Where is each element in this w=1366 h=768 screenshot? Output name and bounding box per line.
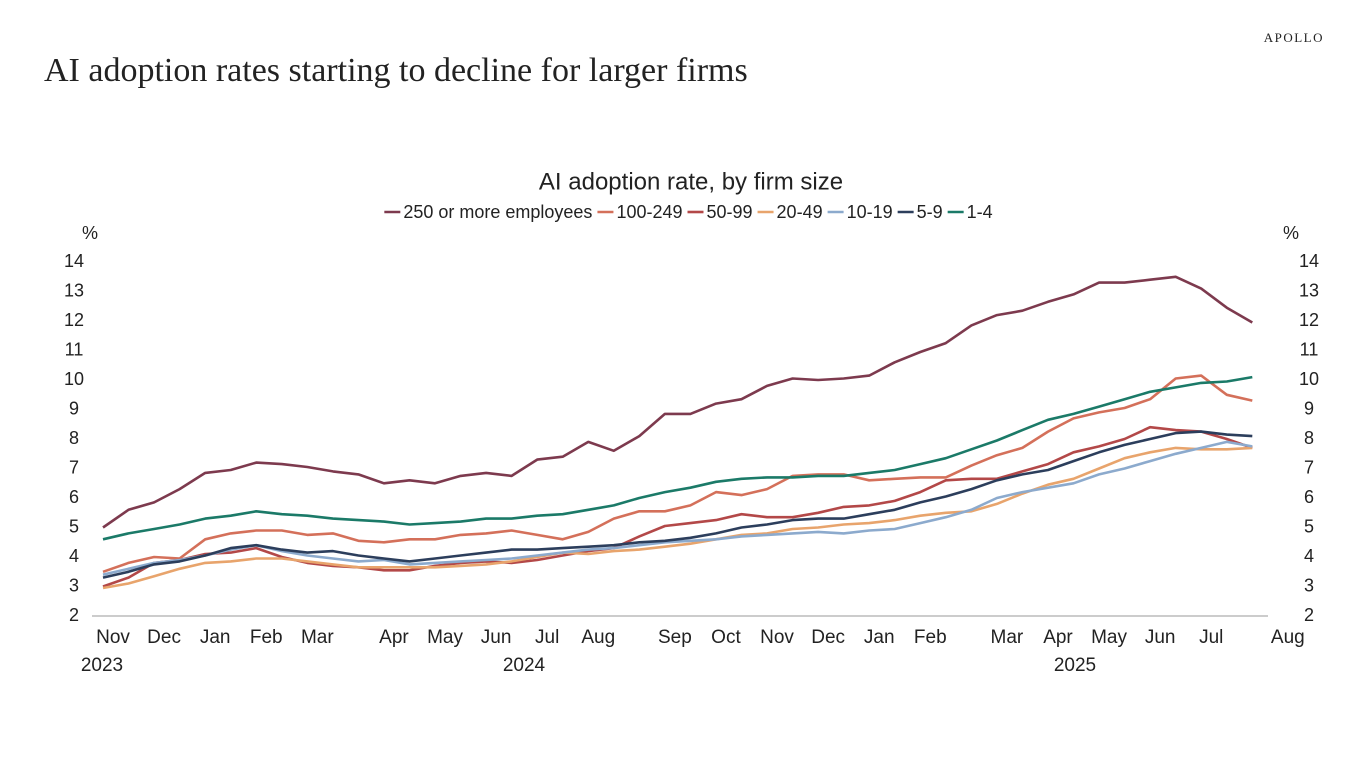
x-tick-label: Jun	[1145, 627, 1176, 648]
x-year-label: 2024	[503, 655, 546, 676]
brand: APOLLO	[1264, 30, 1324, 45]
legend-label: 250 or more employees	[403, 202, 592, 222]
y2-tick-label: 10	[1299, 369, 1319, 389]
y-tick-label: 8	[69, 428, 79, 448]
x-tick-label: Jan	[200, 627, 231, 648]
headline: AI adoption rates starting to decline fo…	[44, 52, 748, 89]
series-line	[102, 374, 1253, 574]
x-tick-label: Jul	[1199, 627, 1223, 648]
x-tick-label: Jan	[864, 627, 895, 648]
x-tick-label: Mar	[991, 627, 1024, 648]
series-line	[102, 425, 1253, 588]
legend-label: 50-99	[707, 202, 753, 222]
y2-tick-label: 3	[1304, 575, 1314, 595]
y-tick-label: 6	[69, 487, 79, 507]
x-tick-label: Nov	[760, 627, 794, 648]
x-year-label: 2023	[81, 655, 123, 676]
y-tick-label: 3	[69, 575, 79, 595]
x-tick-label: Feb	[250, 627, 283, 648]
y2-tick-label: 5	[1304, 516, 1314, 536]
series-line	[102, 446, 1253, 590]
y2-tick-label: 8	[1304, 428, 1314, 448]
legend-item: 100-249	[597, 202, 683, 222]
y2-tick-label: 4	[1304, 546, 1314, 566]
y-tick-label: 2	[69, 605, 79, 625]
y-tick-label: 4	[69, 546, 79, 566]
series-line	[102, 275, 1253, 529]
x-tick-label: Dec	[811, 627, 845, 648]
y2-tick-label: 11	[1300, 339, 1319, 359]
x-tick-label: Aug	[581, 627, 615, 648]
y2-tick-label: 6	[1304, 487, 1314, 507]
series-line	[102, 375, 1253, 541]
y2-tick-label: 2	[1304, 605, 1314, 625]
y2-unit: %	[1283, 223, 1299, 243]
y-tick-label: 13	[64, 280, 84, 300]
x-tick-label: May	[1091, 627, 1127, 648]
legend-item: 250 or more employees	[384, 202, 592, 222]
legend-item: 50-99	[687, 202, 753, 222]
series-line	[102, 430, 1253, 579]
x-tick-label: Nov	[96, 627, 130, 648]
x-tick-label: Jul	[535, 627, 559, 648]
y-tick-label: 12	[64, 310, 84, 330]
legend-item: 1-4	[947, 202, 993, 222]
legend-label: 100-249	[616, 202, 682, 222]
x-tick-label: Aug	[1271, 627, 1305, 648]
y-tick-label: 10	[64, 369, 84, 389]
y2-tick-label: 7	[1304, 457, 1314, 477]
legend-label: 10-19	[847, 202, 893, 222]
x-tick-label: Apr	[1043, 627, 1073, 648]
legend-item: 20-49	[757, 202, 823, 222]
y-unit: %	[82, 223, 98, 243]
y2-tick-label: 14	[1299, 251, 1319, 271]
legend-label: 5-9	[917, 202, 943, 222]
legend-label: 20-49	[777, 202, 823, 222]
x-tick-label: Dec	[147, 627, 181, 648]
y2-tick-label: 12	[1299, 310, 1319, 330]
series-line	[102, 440, 1253, 576]
y-tick-label: 11	[65, 339, 84, 359]
legend-item: 5-9	[897, 202, 943, 222]
legend-label: 1-4	[967, 202, 993, 222]
x-year-label: 2025	[1054, 655, 1096, 676]
legend: 250 or more employees 100-249 50-99 20-49 10…	[384, 202, 993, 222]
y-tick-label: 7	[69, 457, 79, 477]
legend-item: 10-19	[827, 202, 893, 222]
x-tick-label: Apr	[379, 627, 409, 648]
x-tick-label: Sep	[658, 627, 692, 648]
x-tick-label: Oct	[711, 627, 741, 648]
y2-tick-label: 9	[1304, 398, 1314, 418]
x-tick-label: Feb	[914, 627, 947, 648]
chart-title: AI adoption rate, by firm size	[539, 168, 843, 195]
x-tick-label: May	[427, 627, 463, 648]
y-tick-label: 14	[64, 251, 84, 271]
x-tick-label: Jun	[481, 627, 512, 648]
y-tick-label: 9	[69, 398, 79, 418]
x-tick-label: Mar	[301, 627, 334, 648]
y-tick-label: 5	[69, 516, 79, 536]
y2-tick-label: 13	[1299, 280, 1319, 300]
